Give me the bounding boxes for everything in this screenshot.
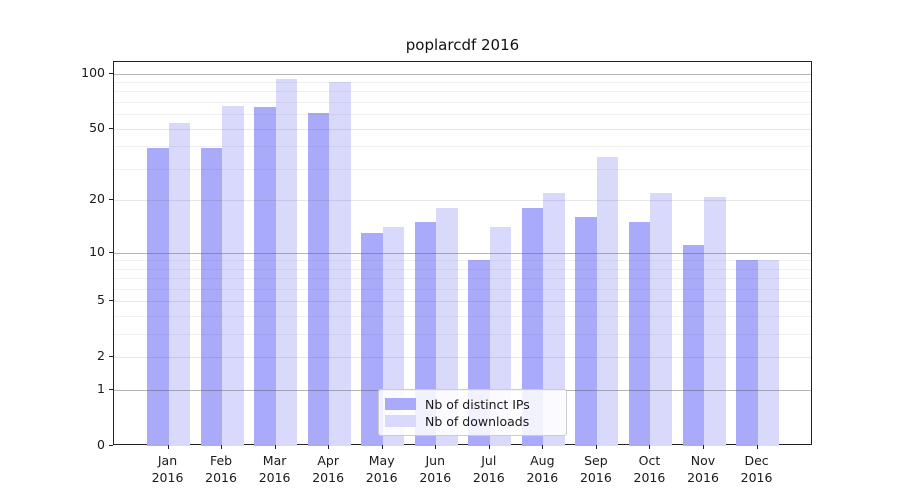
x-tick-label-aug: Aug 2016 — [526, 453, 559, 485]
legend-label-downloads: Nb of downloads — [425, 413, 530, 429]
x-tick-mark — [756, 445, 758, 449]
bar-nov-downloads — [704, 196, 726, 446]
y-tick-mark — [109, 199, 113, 201]
bar-may-distinct-ips — [361, 233, 383, 446]
bar-mar-distinct-ips — [254, 106, 276, 446]
gridline-minor-labeled — [114, 128, 811, 130]
y-tick-label: 1 — [97, 381, 105, 397]
x-tick-mark — [542, 445, 544, 449]
x-tick-mark — [328, 445, 330, 449]
y-tick-label: 2 — [97, 348, 105, 364]
bar-jan-downloads — [168, 122, 190, 446]
x-tick-mark — [221, 445, 223, 449]
gridline-minor — [114, 114, 811, 116]
gridline-minor-labeled — [114, 200, 811, 202]
legend-swatch-distinct-ips-icon — [385, 398, 416, 410]
y-tick-mark — [109, 356, 113, 358]
legend: Nb of distinct IPs Nb of downloads — [378, 389, 567, 436]
gridline-minor — [114, 278, 811, 280]
gridline-minor — [114, 288, 811, 290]
y-tick-mark — [109, 251, 113, 253]
legend-item-downloads: Nb of downloads — [385, 413, 558, 429]
x-tick-label-may: May 2016 — [365, 453, 398, 485]
chart-title: poplarcdf 2016 — [405, 36, 520, 54]
y-tick-label: 5 — [97, 292, 105, 308]
y-tick-mark — [109, 127, 113, 129]
gridline-minor — [114, 334, 811, 336]
bar-nov-distinct-ips — [682, 245, 704, 446]
bar-feb-downloads — [222, 105, 244, 446]
gridline-major — [114, 252, 811, 254]
y-tick-label: 100 — [81, 64, 105, 80]
gridline-minor — [114, 146, 811, 148]
x-tick-label-nov: Nov 2016 — [687, 453, 719, 485]
legend-label-distinct-ips: Nb of distinct IPs — [425, 396, 530, 412]
x-tick-label-dec: Dec 2016 — [740, 453, 773, 485]
x-tick-mark — [488, 445, 490, 449]
y-tick-label: 10 — [89, 243, 105, 259]
bar-apr-downloads — [329, 82, 351, 446]
gridline-minor — [114, 268, 811, 270]
x-tick-mark — [703, 445, 704, 449]
x-tick-label-oct: Oct 2016 — [633, 453, 666, 485]
legend-item-distinct-ips: Nb of distinct IPs — [385, 396, 558, 412]
y-tick-mark — [109, 445, 113, 446]
y-tick-label: 0 — [97, 437, 105, 452]
gridline-minor — [114, 316, 811, 318]
x-tick-mark — [435, 445, 437, 449]
bar-dec-distinct-ips — [736, 260, 758, 446]
x-tick-label-jul: Jul 2016 — [472, 453, 505, 485]
x-tick-label-jan: Jan 2016 — [151, 453, 184, 485]
bar-aug-downloads — [543, 192, 565, 446]
gridline-minor — [114, 82, 811, 83]
x-tick-mark — [381, 445, 383, 449]
y-tick-mark — [109, 389, 113, 391]
x-tick-label-mar: Mar 2016 — [258, 453, 291, 485]
y-tick-label: 50 — [89, 119, 105, 135]
x-tick-label-jun: Jun 2016 — [419, 453, 452, 485]
x-tick-label-apr: Apr 2016 — [312, 453, 345, 485]
gridline-minor — [114, 91, 811, 93]
bar-aug-distinct-ips — [521, 208, 544, 446]
bar-jan-distinct-ips — [147, 148, 169, 446]
legend-swatch-downloads-icon — [385, 415, 416, 427]
x-tick-mark — [649, 445, 651, 449]
x-tick-label-sep: Sep 2016 — [579, 453, 612, 485]
bar-mar-downloads — [275, 79, 298, 446]
bar-dec-downloads — [757, 260, 780, 446]
gridline-minor — [114, 102, 811, 104]
gridline-minor-labeled — [114, 301, 811, 303]
bar-apr-distinct-ips — [307, 112, 330, 446]
x-tick-mark — [167, 445, 169, 449]
gridline-minor-labeled — [114, 357, 811, 359]
x-tick-mark — [274, 445, 276, 449]
bar-jun-downloads — [436, 208, 458, 446]
gridline-major — [114, 73, 811, 75]
bar-sep-downloads — [596, 156, 619, 446]
y-tick-mark — [109, 72, 113, 74]
bar-oct-distinct-ips — [628, 222, 651, 446]
x-tick-mark — [595, 445, 597, 449]
bar-oct-downloads — [650, 192, 672, 446]
plot-area — [113, 61, 812, 446]
y-tick-label: 20 — [89, 191, 105, 207]
bar-feb-distinct-ips — [200, 148, 223, 446]
y-tick-mark — [109, 300, 113, 302]
gridline-minor — [114, 260, 811, 262]
gridline-minor — [114, 168, 811, 170]
x-tick-label-feb: Feb 2016 — [205, 453, 237, 485]
bar-sep-distinct-ips — [575, 217, 597, 446]
